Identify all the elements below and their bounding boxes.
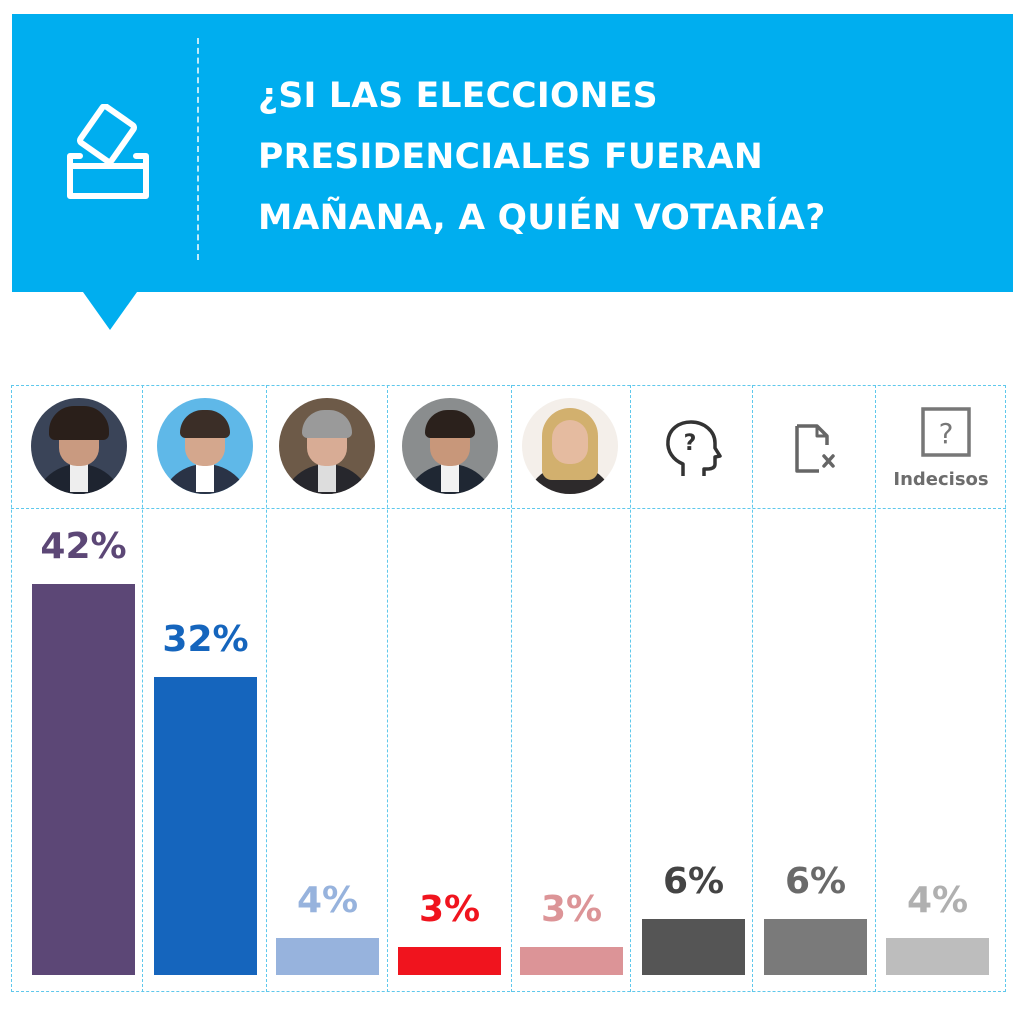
head-question-icon: ? bbox=[666, 420, 722, 476]
value-label-7: 6% bbox=[784, 861, 847, 903]
title-line-1: ¿SI LAS ELECCIONES bbox=[258, 76, 658, 116]
value-label-2: 32% bbox=[162, 619, 249, 661]
candidate-5-avatar bbox=[522, 398, 618, 494]
bar-4 bbox=[398, 947, 501, 975]
blank-vote-icon bbox=[795, 424, 835, 473]
chart-grid bbox=[11, 385, 1006, 992]
column-header-2 bbox=[143, 387, 266, 507]
title-line-2: PRESIDENCIALES FUERAN bbox=[258, 137, 764, 177]
column-header-1 bbox=[12, 387, 142, 507]
column-header-3 bbox=[267, 387, 387, 507]
column-header-7 bbox=[753, 387, 875, 507]
column-divider bbox=[752, 385, 753, 992]
bar-5 bbox=[520, 947, 623, 975]
bar-2 bbox=[154, 677, 257, 975]
question-box-icon: ? bbox=[921, 407, 971, 457]
value-label-6: 6% bbox=[662, 861, 725, 903]
ballot-box-icon bbox=[67, 104, 149, 199]
header-divider bbox=[11, 508, 1006, 509]
column-header-8: ? Indecisos bbox=[876, 387, 1006, 507]
column-divider bbox=[266, 385, 267, 992]
value-label-5: 3% bbox=[540, 889, 603, 931]
bar-7 bbox=[764, 919, 867, 975]
candidate-4-avatar bbox=[402, 398, 498, 494]
bar-8 bbox=[886, 937, 989, 975]
chart-title: ¿SI LAS ELECCIONES PRESIDENCIALES FUERAN… bbox=[258, 66, 958, 249]
title-banner bbox=[12, 14, 1013, 292]
value-label-8: 4% bbox=[906, 879, 969, 921]
value-label-4: 3% bbox=[418, 889, 481, 931]
column-divider bbox=[142, 385, 143, 992]
candidate-2-avatar bbox=[157, 398, 253, 494]
svg-text:?: ? bbox=[684, 431, 697, 456]
title-line-3: MAÑANA, A QUIÉN VOTARÍA? bbox=[258, 198, 826, 238]
candidate-1-avatar bbox=[31, 398, 127, 494]
bar-1 bbox=[32, 584, 135, 975]
candidate-3-avatar bbox=[279, 398, 375, 494]
column-divider bbox=[387, 385, 388, 992]
bar-3 bbox=[276, 937, 379, 975]
column-header-4 bbox=[388, 387, 511, 507]
column-divider bbox=[875, 385, 876, 992]
bar-6 bbox=[642, 919, 745, 975]
column-header-5 bbox=[512, 387, 630, 507]
column-header-6: ? bbox=[631, 387, 752, 507]
value-label-1: 42% bbox=[40, 526, 127, 568]
undecided-label: Indecisos bbox=[893, 469, 989, 490]
banner-divider bbox=[197, 38, 199, 260]
column-divider bbox=[511, 385, 512, 992]
svg-text:?: ? bbox=[939, 417, 954, 450]
banner-pointer bbox=[83, 292, 137, 330]
column-divider bbox=[630, 385, 631, 992]
value-label-3: 4% bbox=[296, 879, 359, 921]
